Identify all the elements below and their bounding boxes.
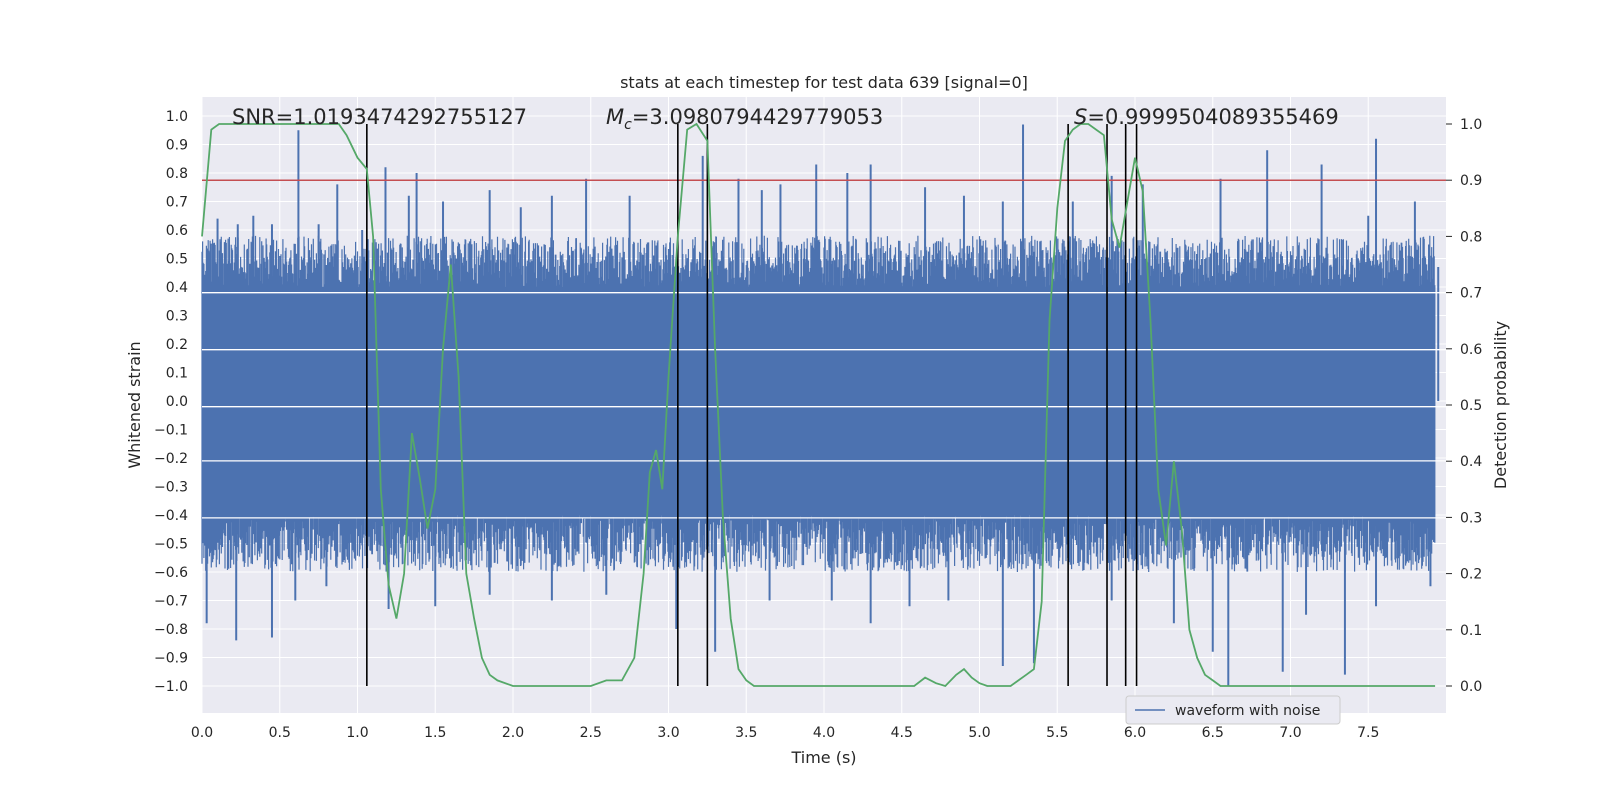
x-tick-label-0: 0.0 xyxy=(191,725,213,741)
chirp-mass-annotation: Mc=3.0980794429779053 xyxy=(606,105,883,133)
y-axis-label-left: Whitened strain xyxy=(125,341,144,468)
right-tick-label-7: 0.7 xyxy=(1460,286,1482,302)
left-tick-label-14: 0.4 xyxy=(166,280,188,296)
x-tick-label-7: 3.5 xyxy=(735,725,757,741)
x-tick-label-2: 1.0 xyxy=(346,725,368,741)
right-tick-label-0: 0.0 xyxy=(1460,679,1482,695)
x-tick-label-9: 4.5 xyxy=(891,725,913,741)
x-tick-label-8: 4.0 xyxy=(813,725,835,741)
left-tick-label-0: −1.0 xyxy=(154,679,188,695)
legend-label-waveform: waveform with noise xyxy=(1175,703,1320,719)
snr-annotation: SNR=1.0193474292755127 xyxy=(232,105,527,129)
waveform-series xyxy=(201,124,1446,686)
right-tick-label-4: 0.4 xyxy=(1460,454,1482,470)
right-tick-label-10: 1.0 xyxy=(1460,117,1482,133)
waveform-noise xyxy=(201,235,1436,572)
right-tick-label-8: 0.8 xyxy=(1460,229,1482,245)
left-tick-label-12: 0.2 xyxy=(166,337,188,353)
legend-box xyxy=(1125,695,1341,725)
chirp-mass-subscript: c xyxy=(624,117,632,133)
left-tick-label-6: −0.4 xyxy=(154,508,188,524)
x-tick-label-4: 2.0 xyxy=(502,725,524,741)
left-tick-label-5: −0.5 xyxy=(154,537,188,553)
x-axis-ticks: 0.0 0.5 1.0 1.5 2.0 2.5 3.0 3.5 4.0 4.5 5.0 5.5 6.0 6… xyxy=(191,725,1380,741)
x-tick-label-10: 5.0 xyxy=(968,725,990,741)
left-tick-label-17: 0.7 xyxy=(166,195,188,211)
probability-line xyxy=(201,122,1436,688)
left-tick-label-11: 0.1 xyxy=(166,366,188,382)
legend: waveform with noise xyxy=(1125,695,1341,725)
probability-series xyxy=(201,122,1446,688)
right-tick-label-5: 0.5 xyxy=(1460,398,1482,414)
left-tick-label-19: 0.9 xyxy=(166,138,188,154)
right-tick-label-6: 0.6 xyxy=(1460,342,1482,358)
right-axis-ticks: 0.0 0.1 0.2 0.3 0.4 0.5 0.6 0.7 0.8 0.9 1.0 xyxy=(1446,117,1482,695)
x-tick-label-15: 7.5 xyxy=(1357,725,1379,741)
x-tick-label-12: 6.0 xyxy=(1124,725,1146,741)
right-tick-label-9: 0.9 xyxy=(1460,173,1482,189)
y-axis-label-right: Detection probability xyxy=(1491,321,1510,489)
right-tick-label-2: 0.2 xyxy=(1460,567,1482,583)
chart-title: stats at each timestep for test data 639… xyxy=(620,73,1028,92)
left-tick-label-10: 0.0 xyxy=(166,394,188,410)
left-tick-label-15: 0.5 xyxy=(166,252,188,268)
stat-s-symbol: S xyxy=(1074,105,1087,129)
x-tick-label-1: 0.5 xyxy=(269,725,291,741)
left-tick-label-16: 0.6 xyxy=(166,223,188,239)
left-tick-label-9: −0.1 xyxy=(154,423,188,439)
x-axis-label: Time (s) xyxy=(790,748,856,767)
x-tick-label-14: 7.0 xyxy=(1279,725,1301,741)
right-tick-label-3: 0.3 xyxy=(1460,510,1482,526)
x-tick-label-13: 6.5 xyxy=(1202,725,1224,741)
chirp-mass-value: =3.0980794429779053 xyxy=(632,105,883,129)
left-axis-ticks: −1.0 −0.9 −0.8 −0.7 −0.6 −0.5 −0.4 −0.3 −0.2 −0.1… xyxy=(154,109,188,695)
left-tick-label-8: −0.2 xyxy=(154,451,188,467)
x-tick-label-5: 2.5 xyxy=(580,725,602,741)
left-tick-label-7: −0.3 xyxy=(154,480,188,496)
x-tick-label-3: 1.5 xyxy=(424,725,446,741)
stat-s-value: =0.9999504089355469 xyxy=(1087,105,1338,129)
left-tick-label-20: 1.0 xyxy=(166,109,188,125)
left-tick-label-2: −0.8 xyxy=(154,622,188,638)
right-tick-label-1: 0.1 xyxy=(1460,623,1482,639)
left-tick-label-3: −0.7 xyxy=(154,594,188,610)
left-tick-label-4: −0.6 xyxy=(154,565,188,581)
stat-s-annotation: S=0.9999504089355469 xyxy=(1074,105,1339,129)
left-tick-label-1: −0.9 xyxy=(154,651,188,667)
left-tick-label-18: 0.8 xyxy=(166,166,188,182)
x-tick-label-6: 3.0 xyxy=(657,725,679,741)
x-tick-label-11: 5.5 xyxy=(1046,725,1068,741)
chirp-mass-symbol: M xyxy=(606,105,624,129)
left-tick-label-13: 0.3 xyxy=(166,309,188,325)
